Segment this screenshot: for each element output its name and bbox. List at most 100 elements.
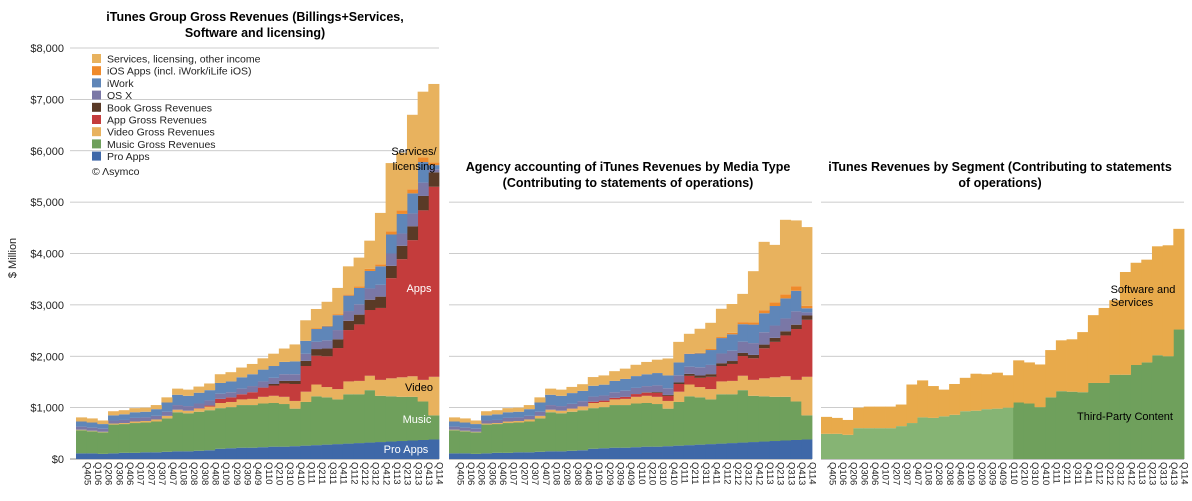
area-segment-osx: [247, 386, 258, 392]
area-segment-software_services: [970, 374, 981, 411]
area-segment-ios_apps: [695, 353, 706, 354]
area-segment-book: [684, 374, 695, 376]
area-segment-pro: [151, 452, 162, 459]
area-segment-video: [620, 399, 631, 405]
x-tick-label: Q114: [1179, 462, 1190, 485]
area-segment-music: [705, 399, 716, 444]
area-segment-iwork: [161, 402, 172, 411]
area-segment-ios_apps: [727, 333, 738, 335]
area-segment-video: [258, 397, 269, 404]
area-segment-software_services: [906, 385, 917, 424]
area-segment-iwork: [215, 383, 226, 394]
area-segment-book: [748, 355, 759, 358]
area-segment-osx: [470, 429, 481, 432]
x-tick-label: Q110: [1008, 462, 1019, 485]
x-tick-label: Q309: [241, 462, 252, 485]
x-tick-label: Q311: [327, 462, 338, 485]
area-segment-services: [566, 387, 577, 393]
area-segment-ios_apps: [684, 353, 695, 354]
area-segment-book: [332, 339, 343, 348]
x-tick-label: Q312: [743, 462, 754, 485]
area-segment-services: [737, 294, 748, 322]
area-segment-pro: [673, 446, 684, 459]
area-segment-video: [236, 399, 247, 405]
area-segment-pro: [492, 453, 503, 459]
x-tick-label: Q112: [348, 462, 359, 485]
area-segment-iwork: [193, 393, 204, 404]
x-tick-label: Q406: [869, 462, 880, 485]
area-segment-iwork: [577, 391, 588, 401]
area-segment-video: [183, 411, 194, 414]
legend-swatch-osx: [92, 91, 101, 100]
area-segment-tpc: [853, 428, 864, 459]
area-segment-osx: [737, 342, 748, 353]
area-segment-music: [556, 413, 567, 451]
area-segment-pro: [513, 452, 524, 459]
x-tick-label: Q313: [1157, 462, 1168, 485]
area-segment-pro: [759, 442, 770, 459]
area-segment-iwork: [129, 412, 140, 418]
area-segment-services: [87, 418, 98, 422]
area-segment-software_services: [960, 378, 971, 411]
area-segment-osx: [727, 351, 738, 361]
area-segment-video: [481, 424, 492, 425]
area-segment-pro: [695, 445, 706, 459]
area-segment-video: [727, 381, 738, 394]
area-segment-music: [663, 409, 674, 447]
area-segment-video: [322, 387, 333, 397]
area-segment-video: [609, 399, 620, 405]
legend-swatch-services: [92, 54, 101, 63]
area-segment-services: [172, 389, 183, 395]
area-segment-pro: [769, 441, 780, 459]
x-tick-label: Q212: [359, 462, 370, 485]
area-segment-app: [268, 386, 279, 396]
area-segment-book: [375, 297, 386, 308]
area-segment-pro: [140, 452, 151, 459]
area-segment-osx: [502, 418, 513, 422]
area-segment-osx: [577, 401, 588, 406]
x-tick-label: Q408: [209, 462, 220, 485]
area-segment-osx: [215, 394, 226, 399]
area-segment-services: [204, 383, 215, 390]
area-segment-osx: [407, 213, 418, 226]
x-tick-label: Q308: [572, 462, 583, 485]
area-segment-pro: [545, 451, 556, 459]
area-segment-video: [652, 397, 663, 404]
area-segment-services: [460, 418, 471, 422]
area-segment-osx: [418, 183, 429, 196]
area-segment-pro: [322, 445, 333, 459]
area-segment-music: [97, 432, 108, 454]
area-segment-pro: [108, 453, 119, 459]
annotation-label: Software and: [1111, 284, 1176, 296]
area-segment-pro: [161, 452, 172, 459]
area-segment-software_services: [842, 420, 853, 435]
area-segment-tpc: [981, 409, 992, 459]
area-segment-book: [695, 376, 706, 378]
legend-swatch-app: [92, 115, 101, 124]
legend-label-pro: Pro Apps: [107, 151, 150, 163]
area-segment-osx: [129, 418, 140, 422]
area-segment-music: [332, 399, 343, 444]
x-tick-label: Q408: [954, 462, 965, 485]
area-segment-book: [311, 349, 322, 356]
area-segment-music: [502, 423, 513, 453]
area-segment-music: [183, 413, 194, 451]
area-segment-pro: [716, 444, 727, 459]
x-tick-label: Q212: [1104, 462, 1115, 485]
area-segment-pro: [449, 453, 460, 459]
area-segment-pro: [364, 443, 375, 459]
area-segment-ios_apps: [354, 286, 365, 288]
area-segment-app: [631, 394, 642, 397]
area-segment-music: [759, 396, 770, 441]
area-segment-osx: [534, 412, 545, 416]
area-segment-video: [673, 392, 684, 402]
area-segment-iwork: [375, 266, 386, 285]
area-segment-osx: [97, 429, 108, 432]
area-segment-iwork: [97, 424, 108, 429]
legend-label-book: Book Gross Revenues: [107, 102, 212, 114]
x-tick-label: Q206: [848, 462, 859, 485]
x-tick-label: Q312: [370, 462, 381, 485]
x-tick-label: Q409: [252, 462, 263, 485]
area-segment-app: [588, 402, 599, 403]
